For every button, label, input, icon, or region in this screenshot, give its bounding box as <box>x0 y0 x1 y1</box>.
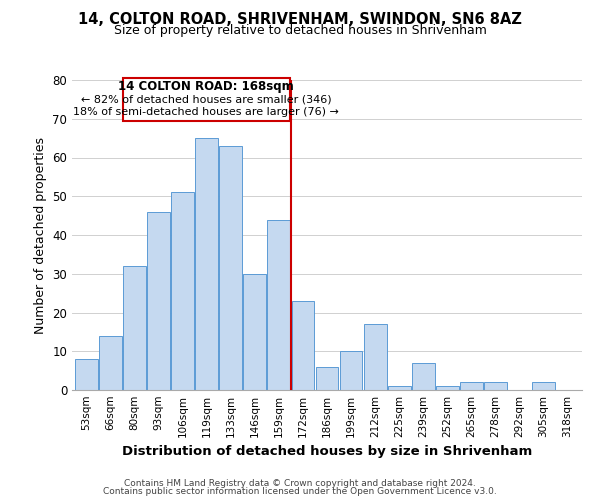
Bar <box>316 367 338 390</box>
Bar <box>195 138 218 390</box>
Bar <box>244 274 266 390</box>
Bar <box>171 192 194 390</box>
Text: Contains public sector information licensed under the Open Government Licence v3: Contains public sector information licen… <box>103 487 497 496</box>
Bar <box>292 301 314 390</box>
Bar <box>388 386 410 390</box>
FancyBboxPatch shape <box>122 78 290 120</box>
Bar <box>340 351 362 390</box>
Bar <box>484 382 507 390</box>
Bar <box>436 386 459 390</box>
Bar <box>364 324 386 390</box>
X-axis label: Distribution of detached houses by size in Shrivenham: Distribution of detached houses by size … <box>122 446 532 458</box>
Bar <box>268 220 290 390</box>
Bar <box>532 382 555 390</box>
Bar <box>412 363 434 390</box>
Bar <box>99 336 122 390</box>
Bar <box>147 212 170 390</box>
Text: 14 COLTON ROAD: 168sqm: 14 COLTON ROAD: 168sqm <box>118 80 294 94</box>
Text: Contains HM Land Registry data © Crown copyright and database right 2024.: Contains HM Land Registry data © Crown c… <box>124 478 476 488</box>
Bar <box>75 359 98 390</box>
Text: 14, COLTON ROAD, SHRIVENHAM, SWINDON, SN6 8AZ: 14, COLTON ROAD, SHRIVENHAM, SWINDON, SN… <box>78 12 522 28</box>
Text: ← 82% of detached houses are smaller (346): ← 82% of detached houses are smaller (34… <box>81 94 331 104</box>
Text: Size of property relative to detached houses in Shrivenham: Size of property relative to detached ho… <box>113 24 487 37</box>
Bar <box>220 146 242 390</box>
Bar <box>123 266 146 390</box>
Text: 18% of semi-detached houses are larger (76) →: 18% of semi-detached houses are larger (… <box>73 107 339 117</box>
Bar <box>460 382 483 390</box>
Y-axis label: Number of detached properties: Number of detached properties <box>34 136 47 334</box>
